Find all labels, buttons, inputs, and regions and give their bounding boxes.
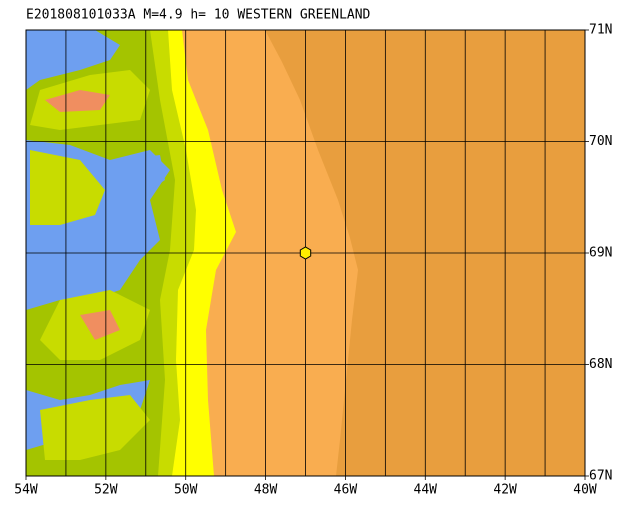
x-tick-label: 50W xyxy=(174,483,198,498)
y-tick-label: 71N xyxy=(589,23,612,38)
y-tick-label: 68N xyxy=(589,357,612,372)
map-title: E201808101033A M=4.9 h= 10 WESTERN GREEN… xyxy=(26,8,371,23)
y-tick-label: 69N xyxy=(589,246,612,261)
x-tick-label: 46W xyxy=(334,483,358,498)
y-tick-label: 70N xyxy=(589,134,612,149)
x-tick-label: 54W xyxy=(14,483,38,498)
y-tick-label: 67N xyxy=(589,469,612,484)
x-tick-label: 52W xyxy=(94,483,118,498)
x-tick-label: 40W xyxy=(573,483,597,498)
x-tick-label: 42W xyxy=(493,483,517,498)
epicenter xyxy=(299,246,312,260)
x-tick-label: 48W xyxy=(254,483,278,498)
x-tick-label: 44W xyxy=(414,483,438,498)
